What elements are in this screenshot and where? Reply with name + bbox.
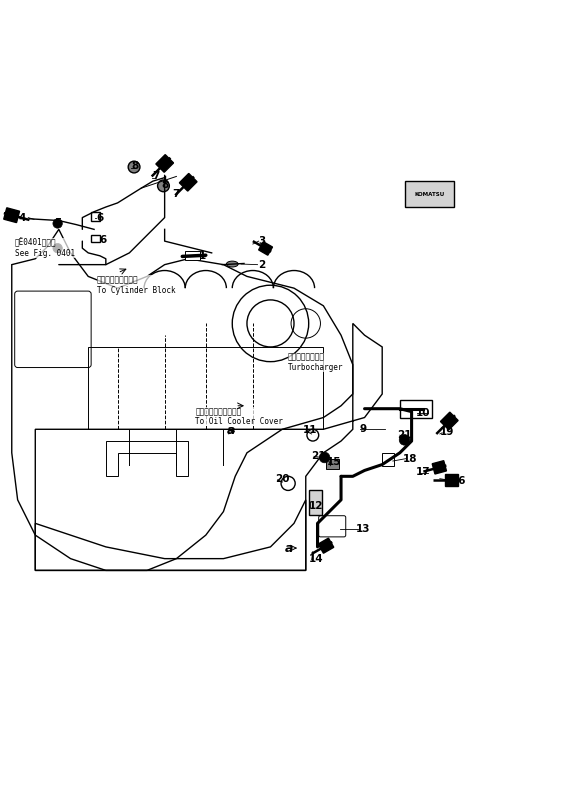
Polygon shape [432, 461, 446, 474]
Text: 7: 7 [173, 189, 180, 199]
Text: 7: 7 [152, 172, 159, 181]
Text: 14: 14 [309, 554, 323, 563]
Polygon shape [445, 474, 457, 485]
Text: 20: 20 [275, 474, 289, 485]
Text: 4: 4 [19, 213, 26, 222]
Text: 9: 9 [360, 424, 367, 434]
Text: a: a [285, 541, 293, 555]
Circle shape [53, 219, 62, 229]
Text: ターボチャージャ
Turbocharger: ターボチャージャ Turbocharger [288, 353, 343, 372]
Polygon shape [259, 242, 272, 255]
Text: 21: 21 [312, 451, 326, 461]
Text: 5: 5 [54, 245, 61, 255]
Text: 3: 3 [258, 236, 265, 246]
Text: 16: 16 [452, 476, 466, 486]
Bar [309, 490, 322, 515]
Text: 11: 11 [303, 426, 318, 436]
Text: KOMATSU: KOMATSU [414, 191, 445, 196]
Text: a: a [226, 424, 235, 437]
Text: 17: 17 [416, 466, 430, 477]
Bar [88, 347, 323, 429]
Circle shape [128, 162, 140, 173]
Bar [382, 453, 394, 466]
Text: 15: 15 [327, 456, 341, 466]
Circle shape [53, 243, 62, 253]
Text: 1: 1 [199, 251, 206, 261]
Circle shape [319, 452, 330, 463]
Polygon shape [179, 173, 197, 191]
Polygon shape [156, 154, 173, 173]
Circle shape [307, 429, 319, 441]
Bar [400, 400, 432, 418]
Polygon shape [318, 538, 334, 553]
Text: オイルクーラカバーへ
To Oil Cooler Cover: オイルクーラカバーへ To Oil Cooler Cover [195, 407, 283, 426]
Text: 21: 21 [397, 430, 412, 440]
Polygon shape [4, 208, 19, 222]
Polygon shape [440, 412, 458, 429]
Text: 18: 18 [403, 454, 417, 463]
Text: 6: 6 [99, 235, 106, 245]
Text: 6: 6 [96, 213, 103, 222]
FancyBboxPatch shape [405, 181, 454, 207]
Text: 8: 8 [161, 180, 168, 190]
Text: 図Ё0401図参照
See Fig. 0401: 図Ё0401図参照 See Fig. 0401 [15, 238, 75, 258]
Bar [326, 459, 339, 470]
Text: 5: 5 [54, 218, 61, 229]
Text: 19: 19 [440, 427, 454, 437]
Bar [91, 236, 100, 242]
Text: 10: 10 [416, 408, 430, 418]
Text: シリンダブロックへ
To Cylinder Block: シリンダブロックへ To Cylinder Block [97, 275, 176, 295]
Bar [185, 251, 200, 260]
Ellipse shape [226, 261, 238, 267]
Bar [91, 212, 100, 221]
Text: 2: 2 [258, 259, 265, 269]
Text: 8: 8 [132, 161, 139, 171]
Circle shape [158, 180, 169, 191]
Text: 13: 13 [356, 524, 370, 534]
Circle shape [399, 434, 410, 445]
Text: 12: 12 [309, 500, 323, 511]
